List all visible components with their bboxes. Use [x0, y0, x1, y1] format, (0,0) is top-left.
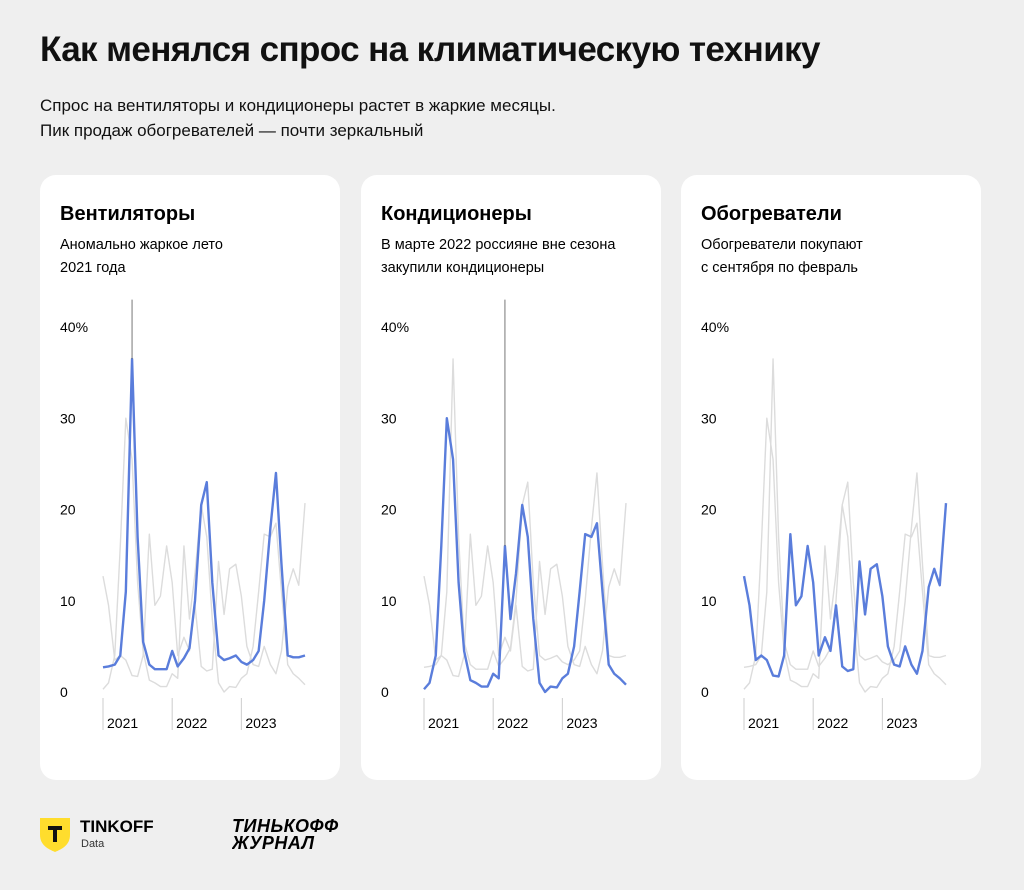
y-tick-label: 0: [60, 684, 68, 700]
series-line: [423, 358, 627, 670]
series-line: [743, 417, 947, 693]
series-line: [102, 357, 306, 671]
y-tick-label: 30: [60, 410, 76, 426]
x-tick-label: 2023: [245, 715, 276, 731]
card-bg: [681, 175, 981, 780]
y-tick-label: 20: [60, 502, 76, 518]
page-title: Как менялся спрос на климатическую техни…: [40, 30, 821, 69]
logo-t: [48, 826, 62, 842]
y-tick-label: 40%: [60, 319, 88, 335]
chart-card: Вентиляторы Аномально жаркое лето 2021 год…: [40, 175, 340, 780]
y-tick-label: 10: [381, 593, 397, 609]
journal-line: ТИНЬКОФФ: [232, 816, 339, 836]
series-line: [743, 358, 947, 670]
y-tick-label: 0: [381, 684, 389, 700]
series-line: [102, 417, 306, 693]
series-line: [423, 417, 627, 694]
series-line: [102, 503, 306, 678]
chart-subtitle: Аномально жаркое лето: [60, 237, 223, 253]
brand-sub: Data: [81, 838, 105, 850]
chart-card: Обогреватели Обогреватели покупают с сентя…: [681, 175, 981, 780]
y-tick-label: 30: [381, 410, 397, 426]
y-tick-label: 0: [701, 684, 709, 700]
y-tick-label: 20: [701, 502, 717, 518]
chart-title: Кондиционеры: [381, 203, 532, 225]
x-tick-label: 2021: [107, 715, 138, 731]
y-tick-label: 10: [701, 593, 717, 609]
chart-subtitle: Обогреватели покупают: [701, 237, 863, 253]
x-tick-label: 2023: [886, 715, 917, 731]
y-tick-label: 40%: [701, 319, 729, 335]
x-tick-label: 2022: [817, 715, 848, 731]
y-tick-label: 30: [701, 410, 717, 426]
x-tick-label: 2021: [748, 715, 779, 731]
page-subtitle: Спрос на вентиляторы и кондиционеры раст…: [40, 93, 556, 143]
x-tick-label: 2023: [566, 715, 597, 731]
chart-subtitle: В марте 2022 россияне вне сезона: [381, 237, 616, 253]
journal-line: ЖУРНАЛ: [232, 833, 315, 853]
series-line: [742, 503, 948, 678]
card-bg: [40, 175, 340, 780]
subtitle-line: Спрос на вентиляторы и кондиционеры раст…: [40, 96, 556, 115]
x-tick-label: 2022: [176, 715, 207, 731]
y-tick-label: 40%: [381, 319, 409, 335]
y-tick-label: 10: [60, 593, 76, 609]
y-tick-label: 20: [381, 502, 397, 518]
chart-subtitle: 2021 года: [60, 260, 126, 276]
chart-title: Обогреватели: [701, 203, 842, 225]
chart-subtitle: с сентября по февраль: [701, 260, 858, 276]
subtitle-line: Пик продаж обогревателей — почти зеркаль…: [40, 121, 424, 140]
chart-subtitle: закупили кондиционеры: [381, 260, 544, 276]
series-line: [423, 503, 627, 678]
x-tick-label: 2022: [497, 715, 528, 731]
journal-logo: ТИНЬКОФФ ЖУРНАЛ: [232, 816, 339, 853]
x-tick-label: 2021: [428, 715, 459, 731]
chart-title: Вентиляторы: [60, 203, 195, 225]
tinkoff-logo: TINKOFF Data: [40, 817, 154, 852]
chart-card: Кондиционеры В марте 2022 россияне вне се…: [361, 175, 661, 780]
brand: TINKOFF: [80, 817, 154, 836]
